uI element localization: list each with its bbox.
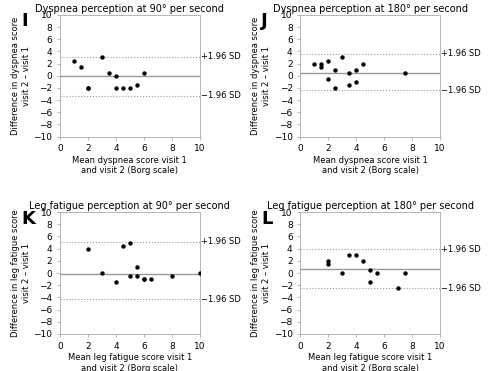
Point: [119, 243, 127, 249]
Text: −1.96 SD: −1.96 SD: [442, 284, 482, 293]
Point: [84, 246, 92, 252]
Point: [352, 79, 360, 85]
Text: K: K: [21, 210, 35, 228]
Point: [70, 58, 78, 63]
Point: [359, 258, 367, 264]
Text: +1.96 SD: +1.96 SD: [201, 52, 241, 61]
Y-axis label: Difference in leg fatigue score
visit 2 – visit 1: Difference in leg fatigue score visit 2 …: [11, 209, 30, 337]
Point: [105, 70, 113, 76]
Point: [84, 85, 92, 91]
Point: [338, 270, 346, 276]
Point: [126, 240, 134, 246]
Point: [324, 76, 332, 82]
Text: +1.96 SD: +1.96 SD: [442, 245, 481, 254]
Point: [140, 276, 148, 282]
Point: [140, 276, 148, 282]
X-axis label: Mean leg fatigue score visit 1
and visit 2 (Borg scale): Mean leg fatigue score visit 1 and visit…: [308, 353, 432, 371]
Point: [331, 85, 339, 91]
Title: Dyspnea perception at 90° per second: Dyspnea perception at 90° per second: [36, 4, 224, 14]
Point: [119, 85, 127, 91]
Text: +1.96 SD: +1.96 SD: [201, 237, 241, 246]
Title: Dyspnea perception at 180° per second: Dyspnea perception at 180° per second: [272, 4, 468, 14]
Text: −1.96 SD: −1.96 SD: [201, 91, 241, 100]
Point: [345, 70, 353, 76]
Y-axis label: Difference in dyspnea score
visit 2 – visit 1: Difference in dyspnea score visit 2 – vi…: [11, 17, 30, 135]
Text: L: L: [261, 210, 272, 228]
Point: [317, 64, 325, 70]
Point: [317, 60, 325, 66]
Point: [84, 85, 92, 91]
Point: [366, 279, 374, 285]
Point: [126, 273, 134, 279]
Point: [147, 276, 155, 282]
Point: [352, 252, 360, 258]
Point: [359, 60, 367, 66]
X-axis label: Mean dyspnea score visit 1
and visit 2 (Borg scale): Mean dyspnea score visit 1 and visit 2 (…: [72, 156, 187, 175]
Point: [366, 267, 374, 273]
Point: [196, 270, 203, 276]
Point: [98, 270, 106, 276]
Point: [133, 82, 141, 88]
Text: −1.96 SD: −1.96 SD: [201, 295, 241, 304]
Y-axis label: Difference in dyspnea score
visit 2 – visit 1: Difference in dyspnea score visit 2 – vi…: [252, 17, 271, 135]
Point: [126, 85, 134, 91]
Point: [77, 64, 85, 70]
Point: [98, 55, 106, 60]
Point: [345, 82, 353, 88]
Point: [324, 58, 332, 63]
Point: [401, 70, 409, 76]
Text: J: J: [261, 12, 268, 30]
Point: [345, 252, 353, 258]
Point: [401, 270, 409, 276]
Point: [133, 273, 141, 279]
Text: I: I: [21, 12, 28, 30]
Point: [140, 70, 148, 76]
X-axis label: Mean leg fatigue score visit 1
and visit 2 (Borg scale): Mean leg fatigue score visit 1 and visit…: [68, 353, 192, 371]
Point: [331, 67, 339, 73]
Point: [112, 73, 120, 79]
Point: [112, 85, 120, 91]
X-axis label: Mean dyspnea score visit 1
and visit 2 (Borg scale): Mean dyspnea score visit 1 and visit 2 (…: [313, 156, 428, 175]
Point: [338, 55, 346, 60]
Point: [352, 67, 360, 73]
Point: [310, 60, 318, 66]
Point: [324, 261, 332, 267]
Point: [394, 285, 402, 291]
Title: Leg fatigue perception at 90° per second: Leg fatigue perception at 90° per second: [30, 201, 230, 211]
Point: [133, 264, 141, 270]
Title: Leg fatigue perception at 180° per second: Leg fatigue perception at 180° per secon…: [266, 201, 474, 211]
Point: [373, 270, 381, 276]
Point: [112, 279, 120, 285]
Point: [168, 273, 176, 279]
Point: [324, 258, 332, 264]
Y-axis label: Difference in leg fatigue score
visit 2 – visit 1: Difference in leg fatigue score visit 2 …: [252, 209, 271, 337]
Text: +1.96 SD: +1.96 SD: [442, 49, 481, 58]
Text: −1.96 SD: −1.96 SD: [442, 86, 482, 95]
